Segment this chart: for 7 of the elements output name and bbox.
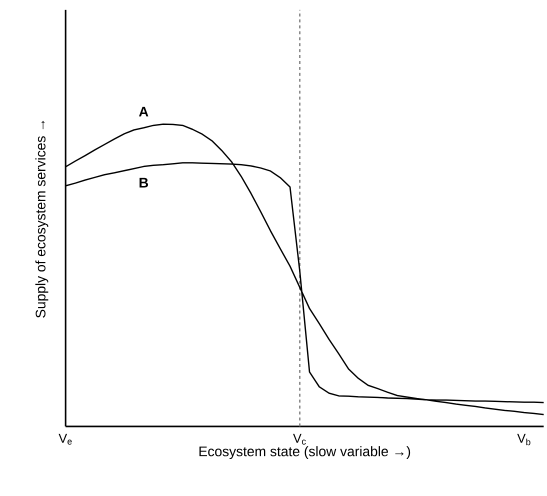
- x-tick-label: V$_{c}$: [293, 434, 306, 445]
- series-label: B: [140, 178, 148, 188]
- x-tick-label: V$_{e}$: [58, 434, 72, 445]
- x-tick-label: V$_{b}$: [517, 434, 530, 446]
- series-label: A: [138, 106, 148, 116]
- y-axis-title: Supply of ecosystem services →: [35, 120, 48, 318]
- x-axis-title: Ecosystem state (slow variable →): [199, 446, 410, 460]
